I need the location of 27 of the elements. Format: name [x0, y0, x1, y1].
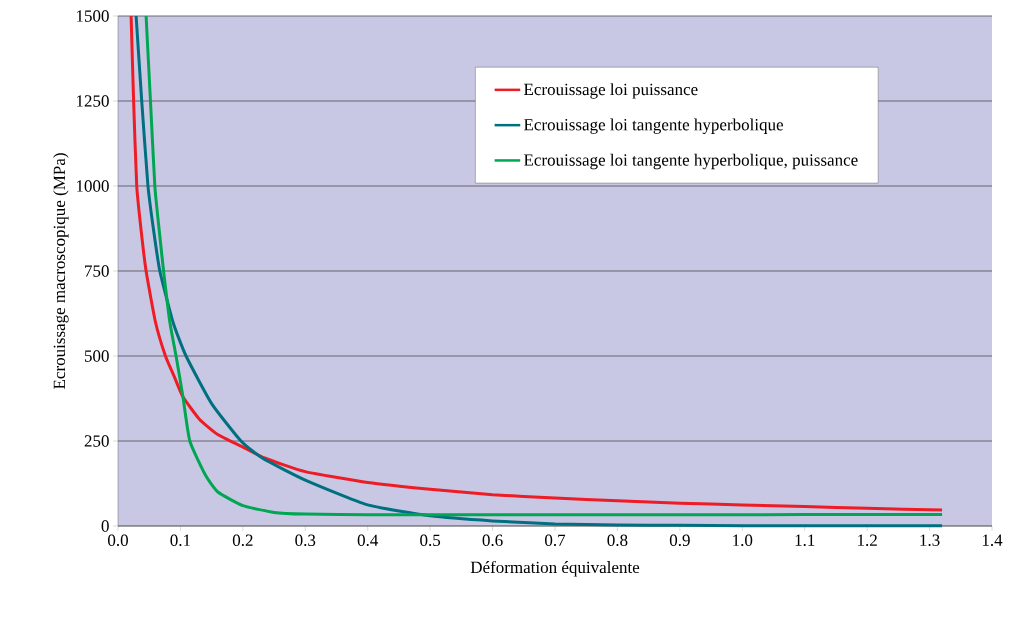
y-tick-label: 500 [84, 350, 109, 362]
y-tick-label: 1500 [76, 10, 109, 22]
x-tick-label: 0.3 [295, 534, 316, 547]
x-tick-label: 1.4 [982, 534, 1003, 546]
y-tick-label: 1000 [76, 180, 109, 192]
y-tick-label: 250 [84, 435, 109, 447]
legend-label: Ecrouissage loi tangente hyperbolique, puissance [523, 153, 858, 170]
y-axis-title: Ecrouissage macroscopique (MPa) [53, 153, 69, 389]
x-tick-label: 0.5 [420, 534, 441, 547]
x-tick-label: 0.2 [232, 534, 253, 547]
x-tick-label: 1.3 [920, 534, 940, 547]
y-tick-label: 750 [85, 265, 109, 277]
x-tick-label: 1.2 [858, 534, 877, 547]
y-tick-label: 0 [101, 520, 109, 532]
x-tick-label: 0.6 [482, 534, 503, 547]
x-tick-label: 0.7 [545, 534, 566, 547]
y-tick-label: 1250 [76, 95, 109, 107]
legend-label: Ecrouissage loi tangente hyperbolique [523, 118, 784, 134]
x-tick-label: 0.1 [170, 534, 191, 547]
x-tick-label: 0.9 [669, 534, 690, 547]
x-axis-title: Déformation équivalente [470, 560, 640, 577]
x-tick-label: 1.0 [733, 534, 753, 547]
x-tick-label: 0.4 [357, 534, 379, 547]
legend-label: Ecrouissage loi puissance [523, 83, 698, 99]
x-tick-label: 0.0 [108, 534, 128, 547]
x-tick-label: 0.8 [607, 534, 628, 547]
x-tick-label: 1.1 [795, 534, 815, 546]
